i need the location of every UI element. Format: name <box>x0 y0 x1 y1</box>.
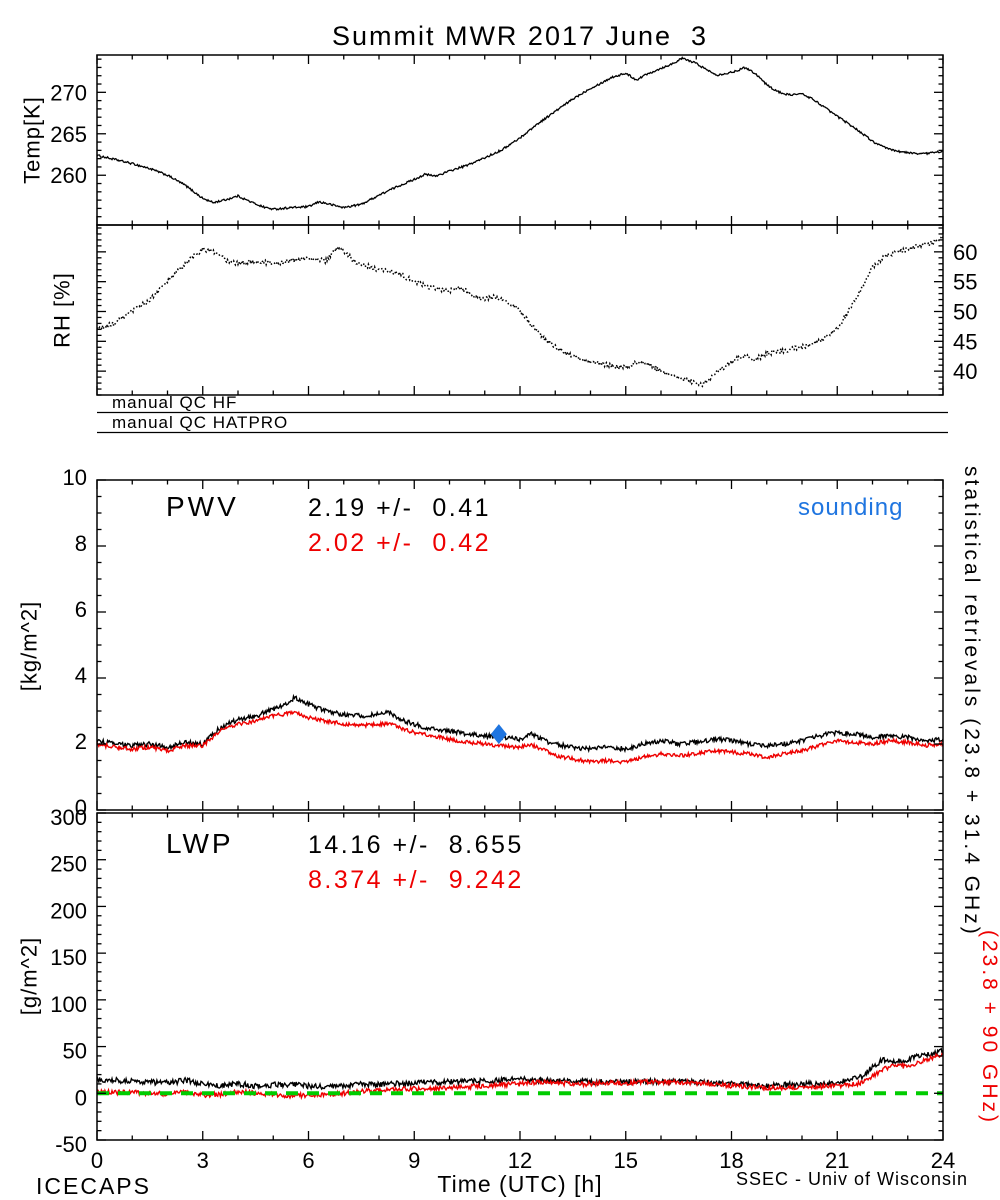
footer-project-label: ICECAPS <box>36 1173 151 1199</box>
svg-text:100: 100 <box>50 992 87 1017</box>
svg-text:18: 18 <box>719 1148 743 1173</box>
svg-text:-50: -50 <box>55 1132 87 1157</box>
x-axis-label: Time (UTC) [h] <box>437 1171 603 1197</box>
svg-text:55: 55 <box>953 270 977 295</box>
svg-text:50: 50 <box>63 1039 87 1064</box>
svg-text:8: 8 <box>75 531 87 556</box>
svg-text:6: 6 <box>302 1148 314 1173</box>
svg-text:45: 45 <box>953 329 977 354</box>
right-axis-label-statistical: statistical retrievals (23.8 + 31.4 GHz) <box>960 466 983 937</box>
svg-text:265: 265 <box>50 122 87 147</box>
lwp-stats-hf: 14.16 +/- 8.655 <box>308 831 524 859</box>
pwv-y-axis-label: [kg/m^2] <box>16 600 42 692</box>
svg-text:24: 24 <box>931 1148 955 1173</box>
pwv-stats-hf: 2.19 +/- 0.41 <box>308 494 492 522</box>
rh-y-axis-label: RH [%] <box>49 272 75 348</box>
svg-text:150: 150 <box>50 945 87 970</box>
svg-text:10: 10 <box>63 465 87 490</box>
svg-text:0: 0 <box>75 795 87 820</box>
svg-text:6: 6 <box>75 597 87 622</box>
svg-text:40: 40 <box>953 359 977 384</box>
qc-flag-hf-label: manual QC HF <box>112 393 238 412</box>
svg-text:60: 60 <box>953 240 977 265</box>
lwp-panel-label: LWP <box>166 828 234 859</box>
svg-text:200: 200 <box>50 898 87 923</box>
svg-text:300: 300 <box>50 805 87 830</box>
svg-text:0: 0 <box>91 1148 103 1173</box>
temp-y-axis-label: Temp[K] <box>19 96 45 184</box>
pwv-panel-label: PWV <box>166 491 239 522</box>
svg-text:0: 0 <box>75 1085 87 1110</box>
sounding-legend-label: sounding <box>798 494 904 521</box>
lwp-stats-hatpro: 8.374 +/- 9.242 <box>308 866 524 894</box>
pwv-stats-hatpro: 2.02 +/- 0.42 <box>308 529 492 557</box>
sounding-marker <box>490 724 507 745</box>
footer-credit-label: SSEC - Univ of Wisconsin <box>736 1169 969 1189</box>
svg-text:250: 250 <box>50 852 87 877</box>
svg-text:270: 270 <box>50 80 87 105</box>
qc-flag-hatpro-label: manual QC HATPRO <box>112 413 289 432</box>
svg-text:21: 21 <box>825 1148 849 1173</box>
lwp-y-axis-label: [g/m^2] <box>16 936 42 1016</box>
svg-text:15: 15 <box>614 1148 638 1173</box>
svg-text:260: 260 <box>50 163 87 188</box>
svg-text:50: 50 <box>953 299 977 324</box>
svg-text:3: 3 <box>197 1148 209 1173</box>
right-axis-label-lwp-freq: (23.8 + 90 GHz) <box>978 930 1000 1125</box>
svg-text:9: 9 <box>408 1148 420 1173</box>
page-title: Summit MWR 2017 June 3 <box>331 21 709 51</box>
svg-text:4: 4 <box>75 663 87 688</box>
svg-text:2: 2 <box>75 729 87 754</box>
svg-text:12: 12 <box>508 1148 532 1173</box>
